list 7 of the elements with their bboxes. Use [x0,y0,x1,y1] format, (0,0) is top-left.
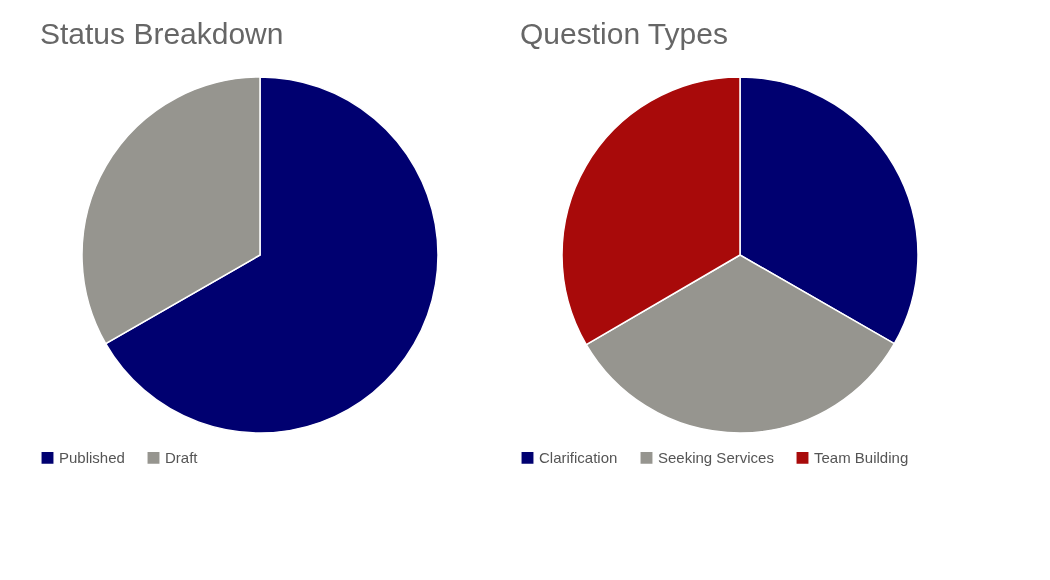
legend-label: Clarification [539,448,618,466]
chart-title: Status Breakdown [40,17,284,50]
legend-label: Seeking Services [658,448,774,466]
legend-label: Draft [165,448,199,466]
legend-label: Team Building [814,448,909,466]
legend-label: Published [59,448,125,466]
chart-title: Question Types [520,17,728,50]
